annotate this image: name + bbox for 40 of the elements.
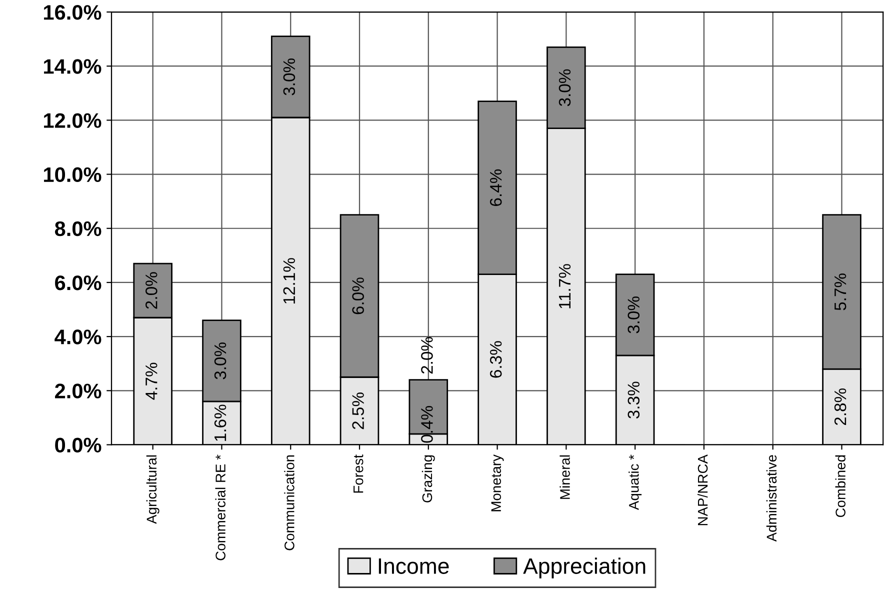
y-tick-label: 10.0% (44, 167, 102, 182)
x-tick-label: Agricultural (146, 455, 160, 524)
data-label: 3.0% (214, 342, 226, 380)
data-label: 2.0% (146, 272, 158, 309)
x-tick-label: Mineral (560, 455, 570, 499)
data-label: 0.4% (421, 406, 433, 443)
y-tick-label: 14.0% (44, 59, 102, 74)
y-tick-label: 16.0% (44, 5, 102, 20)
data-label: 6.0% (352, 278, 364, 314)
data-label: 4.7% (146, 362, 158, 400)
data-label: 12.1% (283, 258, 296, 304)
data-label: 3.0% (283, 58, 296, 96)
y-tick-label: 12.0% (44, 113, 102, 128)
x-tick-label: Administrative (766, 455, 777, 542)
data-label: 3.3% (628, 382, 640, 418)
x-tick-label: Commercial RE * (215, 454, 226, 560)
x-tick-label: Forest (354, 454, 364, 493)
y-tick-label: 0.0% (55, 438, 102, 452)
x-tick-label: Aquatic * (628, 454, 642, 510)
x-tick-label: Monetary (491, 454, 504, 512)
data-label: 6.3% (490, 341, 502, 378)
legend-label: Appreciation (523, 558, 646, 578)
legend-label: Income (378, 558, 449, 574)
x-tick-label: Combined (835, 455, 846, 518)
y-tick-label: 8.0% (54, 221, 102, 236)
y-tick-label: 6.0% (55, 275, 102, 290)
y-tick-label: 2.0% (55, 384, 102, 398)
data-label: 1.6% (214, 404, 226, 441)
x-tick-label: Grazing (422, 455, 435, 502)
data-label: 5.7% (834, 274, 846, 310)
data-label: 3.0% (628, 296, 640, 334)
x-tick-label: NAP/NRCA (697, 454, 708, 526)
data-label: 2.8% (834, 388, 846, 426)
data-label: 3.0% (558, 69, 571, 106)
x-tick-label: Communication (284, 455, 294, 550)
data-label: 2.0% (421, 337, 433, 374)
data-label: 11.7% (558, 264, 571, 308)
y-tick-label: 4.0% (54, 330, 102, 344)
data-label: 6.4% (490, 169, 502, 206)
data-label: 2.5% (352, 392, 364, 430)
